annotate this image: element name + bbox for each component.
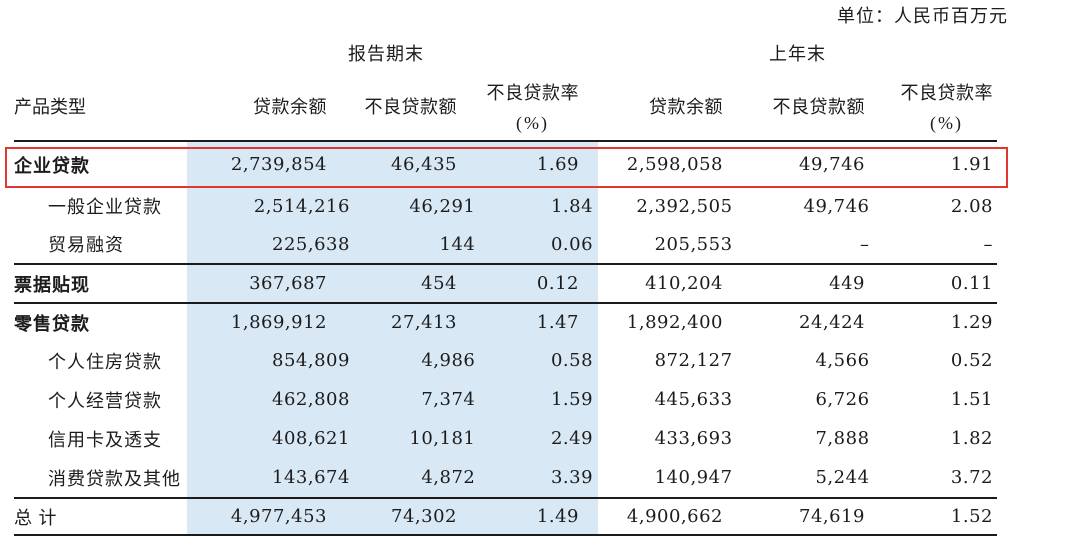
value-cell: 433,693 bbox=[654, 428, 733, 449]
row-label: 个人住房贷款 bbox=[48, 351, 162, 372]
col-header-npl-amount-previous: 不良贷款额 bbox=[772, 97, 865, 117]
value-cell: 4,872 bbox=[421, 467, 476, 488]
value-cell: 2,392,505 bbox=[636, 195, 733, 217]
value-cell: 854,809 bbox=[272, 350, 350, 371]
value-cell: 0.11 bbox=[950, 273, 993, 294]
group-header-previous-year-end: 上年末 bbox=[769, 44, 826, 64]
value-cell: 0.52 bbox=[950, 350, 993, 371]
table-row-corporate-loans: 企业贷款 2,739,854 46,435 1.69 2,598,058 49,… bbox=[14, 142, 997, 187]
value-cell: 7,888 bbox=[815, 428, 870, 449]
value-cell: 2,514,216 bbox=[253, 195, 350, 217]
row-label: 贸易融资 bbox=[48, 235, 124, 255]
value-cell: 225,638 bbox=[272, 233, 350, 255]
value-cell: 144 bbox=[439, 233, 476, 255]
value-cell: 74,302 bbox=[391, 506, 457, 527]
col-header-product-type: 产品类型 bbox=[14, 97, 86, 117]
row-label: 企业贷款 bbox=[14, 155, 90, 176]
value-cell: 2.08 bbox=[950, 195, 993, 217]
table-header-rule bbox=[14, 140, 997, 142]
value-cell: 1.84 bbox=[550, 195, 594, 217]
value-cell: 1.47 bbox=[536, 312, 579, 333]
value-cell: 1.59 bbox=[550, 389, 594, 410]
value-cell: 4,900,662 bbox=[626, 506, 723, 527]
value-cell: 2,598,058 bbox=[626, 154, 723, 175]
table-row-trade-finance: 贸易融资 225,638 144 0.06 205,553 – – bbox=[14, 225, 997, 263]
row-label: 零售贷款 bbox=[14, 313, 90, 334]
value-cell: 46,435 bbox=[391, 154, 457, 175]
value-cell: 4,977,453 bbox=[230, 506, 327, 527]
value-cell: 1.29 bbox=[950, 312, 993, 333]
red-annotation-box-corporate-loans bbox=[5, 147, 1008, 188]
table-row-general-corporate-loans: 一般企业贷款 2,514,216 46,291 1.84 2,392,505 4… bbox=[14, 187, 997, 225]
col-header-loan-balance-current: 贷款余额 bbox=[253, 97, 327, 117]
row-label: 消费贷款及其他 bbox=[48, 468, 181, 489]
value-cell: 6,726 bbox=[815, 389, 870, 410]
value-cell: 205,553 bbox=[654, 233, 733, 255]
value-cell: 449 bbox=[829, 273, 865, 294]
value-cell: 2,739,854 bbox=[230, 154, 327, 175]
table-row-credit-card-overdrafts: 信用卡及透支 408,621 10,181 2.49 433,693 7,888… bbox=[14, 419, 997, 458]
row-label: 总 计 bbox=[14, 507, 58, 528]
table-body: 企业贷款 2,739,854 46,435 1.69 2,598,058 49,… bbox=[14, 142, 997, 536]
row-label: 一般企业贷款 bbox=[48, 197, 162, 217]
row-label: 信用卡及透支 bbox=[48, 429, 162, 450]
value-cell: 3.72 bbox=[950, 467, 993, 488]
unit-label: 单位：人民币百万元 bbox=[837, 6, 1008, 26]
value-cell: 24,424 bbox=[799, 312, 865, 333]
value-cell: 49,746 bbox=[803, 195, 870, 217]
row-label: 票据贴现 bbox=[14, 274, 90, 295]
value-cell: 0.58 bbox=[550, 350, 594, 371]
row-label: 个人经营贷款 bbox=[48, 390, 162, 411]
value-cell: 4,566 bbox=[815, 350, 870, 371]
value-cell: 1.51 bbox=[950, 389, 993, 410]
value-cell: 140,947 bbox=[654, 467, 733, 488]
value-cell: 445,633 bbox=[654, 389, 733, 410]
value-cell: 3.39 bbox=[550, 467, 594, 488]
value-cell: 2.49 bbox=[550, 428, 594, 449]
table-column-headers: 产品类型 贷款余额 不良贷款额 不良贷款率 (%) 贷款余额 不良贷款额 不良贷… bbox=[14, 72, 997, 140]
column-highlight-band bbox=[187, 142, 598, 536]
value-cell: 454 bbox=[421, 273, 457, 294]
value-cell: 1.49 bbox=[536, 506, 579, 527]
value-cell: 1,892,400 bbox=[626, 312, 723, 333]
table-row-personal-business-loans: 个人经营贷款 462,808 7,374 1.59 445,633 6,726 … bbox=[14, 380, 997, 419]
value-cell: 46,291 bbox=[409, 195, 476, 217]
value-cell: 5,244 bbox=[815, 467, 870, 488]
value-cell: 462,808 bbox=[272, 389, 350, 410]
table-row-total: 总 计 4,977,453 74,302 1.49 4,900,662 74,6… bbox=[14, 497, 997, 536]
table-row-consumer-loans-other: 消费贷款及其他 143,674 4,872 3.39 140,947 5,244… bbox=[14, 458, 997, 497]
value-cell: 4,986 bbox=[421, 350, 476, 371]
col-header-npl-ratio-previous: 不良贷款率 (%) bbox=[900, 82, 993, 133]
value-cell: 74,619 bbox=[799, 506, 865, 527]
value-cell: 1,869,912 bbox=[230, 312, 327, 333]
value-cell: 7,374 bbox=[421, 389, 476, 410]
value-cell: 1.91 bbox=[950, 154, 993, 175]
col-header-npl-amount-current: 不良贷款额 bbox=[364, 97, 457, 117]
value-cell: – bbox=[860, 233, 870, 255]
table-row-retail-loans: 零售贷款 1,869,912 27,413 1.47 1,892,400 24,… bbox=[14, 302, 997, 341]
value-cell: 49,746 bbox=[799, 154, 865, 175]
value-cell: 0.12 bbox=[536, 273, 579, 294]
value-cell: 408,621 bbox=[272, 428, 350, 449]
value-cell: 1.69 bbox=[536, 154, 579, 175]
group-header-reporting-period-end: 报告期末 bbox=[348, 44, 424, 64]
value-cell: – bbox=[983, 233, 993, 255]
value-cell: 367,687 bbox=[249, 273, 327, 294]
table-row-discounted-bills: 票据贴现 367,687 454 0.12 410,204 449 0.11 bbox=[14, 263, 997, 302]
table-row-personal-housing-loans: 个人住房贷款 854,809 4,986 0.58 872,127 4,566 … bbox=[14, 341, 997, 380]
value-cell: 1.52 bbox=[950, 506, 993, 527]
col-header-loan-balance-previous: 贷款余额 bbox=[649, 97, 723, 117]
col-header-npl-ratio-current: 不良贷款率 (%) bbox=[486, 82, 579, 133]
value-cell: 10,181 bbox=[409, 428, 476, 449]
value-cell: 1.82 bbox=[950, 428, 993, 449]
value-cell: 410,204 bbox=[645, 273, 723, 294]
value-cell: 0.06 bbox=[550, 233, 594, 255]
value-cell: 872,127 bbox=[654, 350, 733, 371]
value-cell: 27,413 bbox=[391, 312, 457, 333]
value-cell: 143,674 bbox=[272, 467, 350, 488]
